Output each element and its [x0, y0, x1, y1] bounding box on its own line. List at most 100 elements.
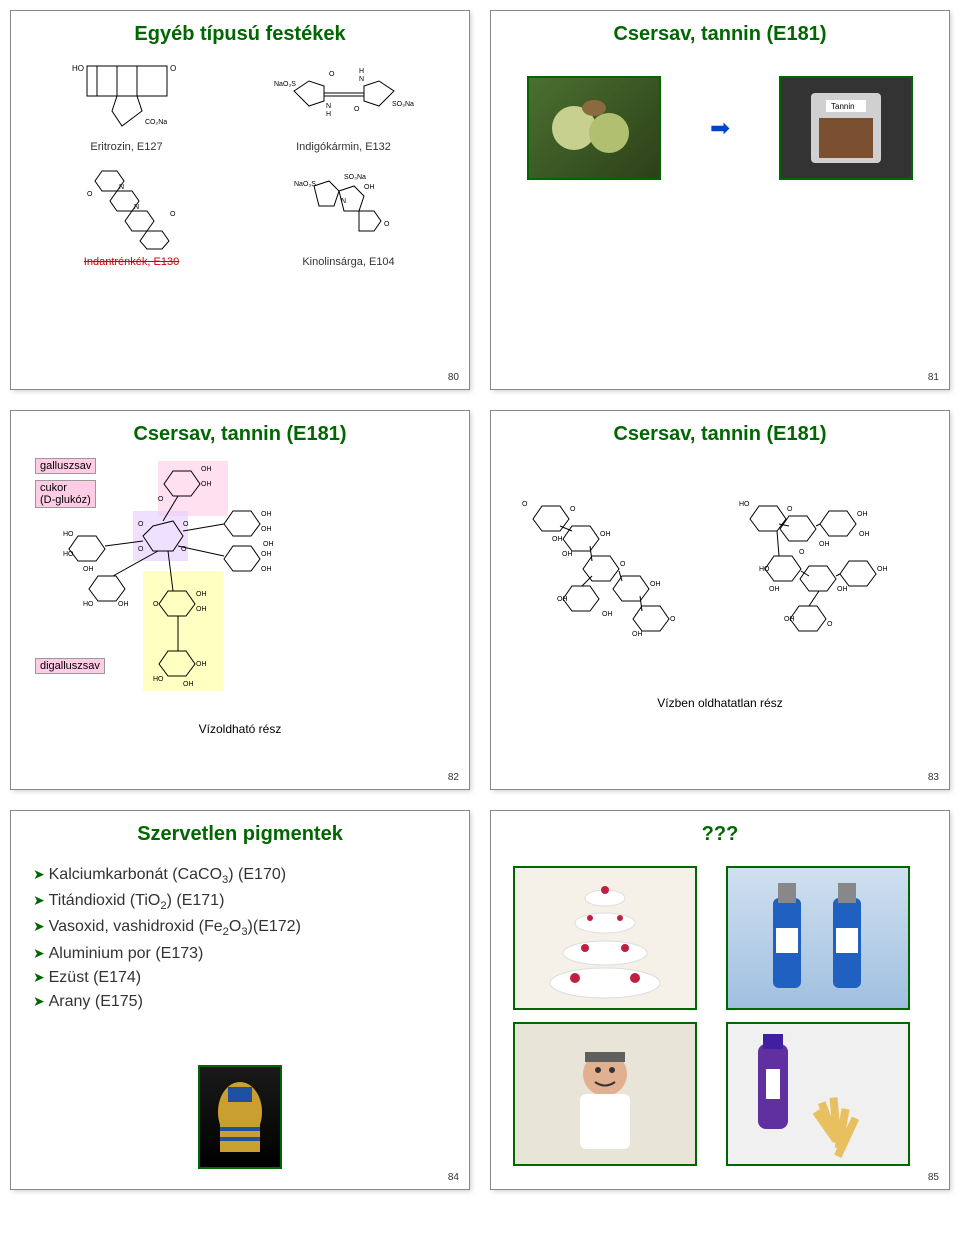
slide-4: Csersav, tannin (E181) O O	[490, 410, 950, 790]
svg-text:OH: OH	[859, 531, 870, 538]
svg-text:NaO₃S: NaO₃S	[294, 181, 316, 188]
ketchup-fries-photo	[726, 1022, 910, 1166]
chem-structure: HO O CO₂Na Eritrozin, E127	[67, 56, 187, 153]
svg-text:O: O	[384, 221, 390, 228]
list-item: Arany (E175)	[33, 993, 447, 1011]
svg-text:OH: OH	[600, 531, 611, 538]
list-item: Kalciumkarbonát (CaCO3) (E170)	[33, 866, 447, 886]
slide-2: Csersav, tannin (E181) ➡ Tannin 81	[490, 10, 950, 390]
svg-text:Tannin: Tannin	[831, 102, 855, 111]
svg-text:O: O	[787, 506, 793, 513]
slide-number: 81	[928, 372, 939, 383]
svg-text:OH: OH	[562, 551, 573, 558]
svg-text:OH: OH	[118, 601, 129, 608]
svg-text:OH: OH	[201, 481, 212, 488]
list-item: Aluminium por (E173)	[33, 945, 447, 963]
kinolinsarga-structure: NaO₃S SO₃Na N OH O	[289, 161, 409, 251]
svg-text:OH: OH	[261, 511, 272, 518]
list-item: Ezüst (E174)	[33, 969, 447, 987]
svg-text:SO₃Na: SO₃Na	[344, 174, 366, 181]
svg-text:OH: OH	[632, 631, 643, 638]
cake-photo	[513, 866, 697, 1010]
slide-title: Csersav, tannin (E181)	[503, 423, 937, 446]
slide-title: Szervetlen pigmentek	[23, 823, 457, 846]
list-item: Titándioxid (TiO2) (E171)	[33, 892, 447, 912]
svg-text:NaO₃S: NaO₃S	[274, 81, 296, 88]
svg-text:OH: OH	[263, 541, 274, 548]
slide-5: Szervetlen pigmentek Kalciumkarbonát (Ca…	[10, 810, 470, 1190]
svg-text:OH: OH	[183, 681, 194, 688]
svg-text:OH: OH	[201, 466, 212, 473]
tannin-diagram: galluszsav cukor(D-glukóz) digalluszsav	[23, 456, 457, 716]
photo-grid	[503, 856, 937, 1176]
svg-text:N: N	[134, 204, 139, 211]
indigokarmin-structure: NaO₃S SO₃Na O O N N H H	[274, 56, 414, 136]
chem-row-2: N N O O Indantrénkék, E130 NaO₃S SO₃Na	[23, 161, 457, 268]
svg-text:OH: OH	[819, 541, 830, 548]
svg-text:OH: OH	[602, 611, 613, 618]
svg-text:OH: OH	[196, 591, 207, 598]
svg-text:OH: OH	[857, 511, 868, 518]
svg-text:HO: HO	[63, 531, 74, 538]
svg-text:HO: HO	[759, 566, 770, 573]
condensed-tannin-2: HO OH O OH HO OH O OH OH O OH OH	[729, 476, 929, 676]
polymer-structures: OO OHOH OHO OHOH OHO OH	[503, 476, 937, 676]
svg-text:N: N	[341, 198, 346, 205]
svg-text:HO: HO	[83, 601, 94, 608]
svg-text:OH: OH	[784, 616, 795, 623]
svg-text:OH: OH	[261, 551, 272, 558]
chem-structure: NaO₃S SO₃Na N OH O Kinolinsárga, E104	[289, 161, 409, 268]
slide-title: ???	[503, 823, 937, 846]
chem-label: Eritrozin, E127	[67, 141, 187, 153]
svg-text:OH: OH	[83, 566, 94, 573]
svg-text:O: O	[138, 521, 144, 528]
svg-text:SO₃Na: SO₃Na	[392, 101, 414, 108]
svg-text:O: O	[183, 521, 189, 528]
slide-3: Csersav, tannin (E181) galluszsav cukor(…	[10, 410, 470, 790]
svg-text:HO: HO	[153, 676, 164, 683]
indantrenkek-structure: N N O O	[72, 161, 192, 251]
list-item: Vasoxid, vashidroxid (Fe2O3)(E172)	[33, 918, 447, 938]
acorn-photo	[527, 76, 661, 180]
slide-title: Csersav, tannin (E181)	[503, 23, 937, 46]
svg-text:O: O	[329, 71, 335, 78]
svg-text:O: O	[170, 64, 176, 73]
svg-text:O: O	[181, 546, 187, 553]
slide-title: Csersav, tannin (E181)	[23, 423, 457, 446]
svg-text:OH: OH	[557, 596, 568, 603]
svg-text:N: N	[326, 103, 331, 110]
tannic-acid-structure: OHOHO OHOHOH OHOH HOHOOH HOOH OHOHO HOOH…	[63, 456, 443, 716]
svg-text:OH: OH	[650, 581, 661, 588]
arrow-icon: ➡	[710, 114, 730, 143]
svg-text:HO: HO	[739, 501, 750, 508]
chem-label: Indigókármin, E132	[274, 141, 414, 153]
svg-text:OH: OH	[877, 566, 888, 573]
vodka-bottles-photo	[726, 866, 910, 1010]
svg-text:O: O	[138, 546, 144, 553]
svg-text:O: O	[522, 501, 528, 508]
svg-text:O: O	[620, 561, 626, 568]
pigment-list: Kalciumkarbonát (CaCO3) (E170) Titándiox…	[33, 866, 447, 1011]
chem-structure: N N O O Indantrénkék, E130	[72, 161, 192, 268]
svg-text:O: O	[670, 616, 676, 623]
caption: Vízben oldhatatlan rész	[503, 696, 937, 710]
svg-text:O: O	[153, 601, 159, 608]
slide-1: Egyéb típusú festékek HO O CO₂Na Eritroz…	[10, 10, 470, 390]
slide-number: 80	[448, 372, 459, 383]
svg-text:N: N	[119, 184, 124, 191]
slide-number: 82	[448, 772, 459, 783]
svg-text:O: O	[827, 621, 833, 628]
slide-number: 83	[928, 772, 939, 783]
svg-text:OH: OH	[837, 586, 848, 593]
chem-structure: NaO₃S SO₃Na O O N N H H Indigókármin, E1…	[274, 56, 414, 153]
svg-text:CO₂Na: CO₂Na	[145, 119, 167, 126]
condensed-tannin-1: OO OHOH OHO OHOH OHO OH	[512, 476, 712, 676]
slide-number: 85	[928, 1172, 939, 1183]
slide-number: 84	[448, 1172, 459, 1183]
svg-text:N: N	[359, 76, 364, 83]
svg-text:OH: OH	[196, 606, 207, 613]
svg-text:O: O	[799, 549, 805, 556]
svg-text:OH: OH	[261, 526, 272, 533]
caption: Vízoldható rész	[23, 722, 457, 736]
svg-text:OH: OH	[769, 586, 780, 593]
